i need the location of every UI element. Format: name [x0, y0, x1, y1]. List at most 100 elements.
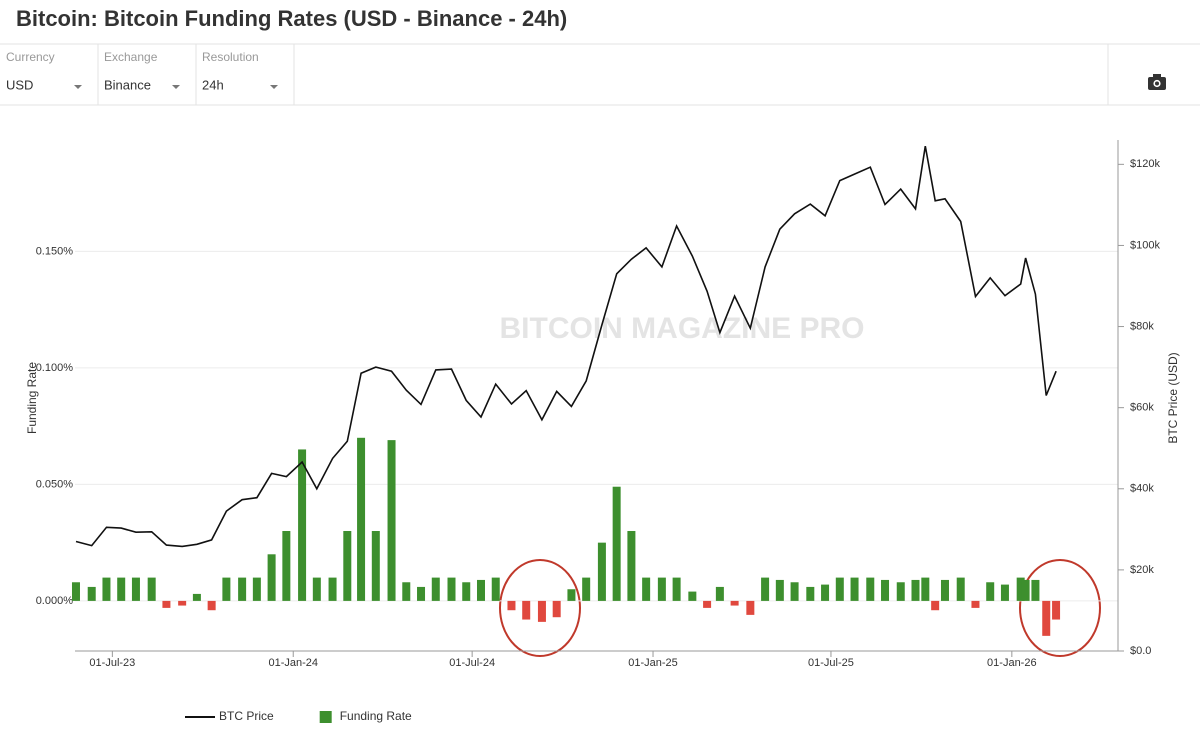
control-value[interactable]: USD — [6, 77, 33, 92]
control-value[interactable]: 24h — [202, 77, 224, 92]
bar — [597, 542, 606, 601]
bar — [552, 600, 561, 618]
bar — [117, 577, 126, 601]
bar — [612, 486, 621, 601]
watermark: BITCOIN MAGAZINE PRO — [500, 312, 865, 345]
bar — [537, 600, 546, 622]
bar — [147, 577, 156, 601]
dropdown-arrow[interactable] — [172, 85, 180, 89]
y2-tick-label: $40k — [1130, 483, 1154, 495]
bar — [343, 530, 352, 601]
y2-tick-label: $100k — [1130, 239, 1160, 251]
y2-axis-title: BTC Price (USD) — [1166, 352, 1180, 443]
bar — [507, 600, 516, 611]
control-label: Exchange — [104, 50, 158, 64]
bar — [402, 582, 411, 601]
y2-tick-label: $0.0 — [1130, 645, 1151, 657]
dropdown-arrow[interactable] — [74, 85, 82, 89]
y2-tick-label: $120k — [1130, 158, 1160, 170]
y2-tick-label: $60k — [1130, 402, 1154, 414]
bar — [911, 579, 920, 601]
bar — [207, 600, 216, 611]
bar — [866, 577, 875, 601]
control-label: Currency — [6, 50, 55, 64]
bar — [761, 577, 770, 601]
bar — [940, 579, 949, 601]
bar — [447, 577, 456, 601]
x-tick-label: 01-Jul-23 — [89, 657, 135, 669]
y2-tick-label: $20k — [1130, 564, 1154, 576]
bar — [1031, 579, 1040, 601]
legend-label[interactable]: Funding Rate — [340, 709, 412, 723]
bar — [688, 591, 697, 601]
x-tick-label: 01-Jul-24 — [449, 657, 495, 669]
x-tick-label: 01-Jan-25 — [628, 657, 678, 669]
bar — [746, 600, 755, 615]
y-tick-label: 0.050% — [36, 478, 74, 490]
bar — [252, 577, 261, 601]
bar — [71, 582, 80, 601]
bar — [1042, 600, 1051, 636]
bar — [657, 577, 666, 601]
bar — [921, 577, 930, 601]
x-tick-label: 01-Jan-26 — [987, 657, 1037, 669]
y2-tick-label: $80k — [1130, 320, 1154, 332]
bar — [102, 577, 111, 601]
funding-bars — [71, 437, 1061, 636]
legend-label[interactable]: BTC Price — [219, 709, 274, 723]
bar — [627, 530, 636, 601]
bar — [491, 577, 500, 601]
bar — [387, 440, 396, 601]
bar — [672, 577, 681, 601]
bar — [178, 600, 187, 606]
bar — [328, 577, 337, 601]
bar — [238, 577, 247, 601]
price-line — [75, 145, 1057, 548]
bar — [806, 586, 815, 601]
x-tick-label: 01-Jul-25 — [808, 657, 854, 669]
camera-top — [1153, 74, 1161, 78]
bar — [567, 589, 576, 601]
bar — [222, 577, 231, 601]
bar — [956, 577, 965, 601]
bar — [87, 586, 96, 601]
bar — [703, 600, 712, 608]
bar — [790, 582, 799, 601]
page-title: Bitcoin: Bitcoin Funding Rates (USD - Bi… — [16, 6, 567, 31]
camera-lens-inner — [1155, 81, 1159, 86]
highlight-circle — [1019, 559, 1101, 657]
y-tick-label: 0.100% — [36, 362, 74, 374]
bar — [522, 600, 531, 620]
bar — [131, 577, 140, 601]
y-tick-label: 0.150% — [36, 245, 74, 257]
bar — [267, 554, 276, 601]
bar — [312, 577, 321, 601]
bar — [986, 582, 995, 601]
legend-swatch — [319, 711, 332, 723]
bar — [896, 582, 905, 601]
control-label: Resolution — [202, 50, 259, 64]
bar — [730, 600, 739, 606]
x-tick-label: 01-Jan-24 — [268, 657, 318, 669]
bar — [417, 586, 426, 601]
bar — [162, 600, 171, 608]
bar — [282, 530, 291, 601]
y-axis-title: Funding Rate — [25, 362, 39, 434]
bar — [462, 582, 471, 601]
bar — [357, 437, 366, 601]
bar — [715, 586, 724, 601]
bar — [192, 593, 201, 601]
bar — [971, 600, 980, 608]
bar — [431, 577, 440, 601]
bar — [881, 579, 890, 601]
bar — [476, 579, 485, 601]
dropdown-arrow[interactable] — [270, 85, 278, 89]
camera-icon[interactable] — [1148, 74, 1166, 90]
control-value[interactable]: Binance — [104, 77, 151, 92]
y-tick-label: 0.000% — [36, 595, 74, 607]
bar — [850, 577, 859, 601]
bar — [582, 577, 591, 601]
bar — [835, 577, 844, 601]
highlight-circle — [499, 559, 581, 657]
bar — [1016, 577, 1025, 601]
